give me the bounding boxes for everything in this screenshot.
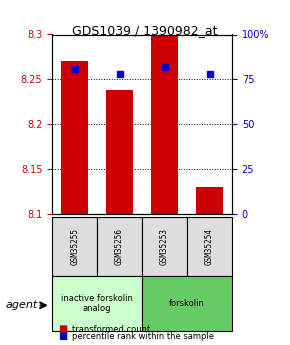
FancyBboxPatch shape	[142, 276, 232, 331]
Text: percentile rank within the sample: percentile rank within the sample	[72, 332, 215, 341]
Text: agent: agent	[6, 300, 38, 310]
FancyBboxPatch shape	[142, 217, 187, 276]
Text: GDS1039 / 1390982_at: GDS1039 / 1390982_at	[72, 24, 218, 37]
Text: ■: ■	[58, 325, 67, 334]
FancyBboxPatch shape	[52, 217, 97, 276]
Bar	[196, 187, 223, 214]
Text: GSM35253: GSM35253	[160, 228, 169, 265]
FancyBboxPatch shape	[52, 276, 142, 331]
Bar	[151, 34, 178, 214]
FancyBboxPatch shape	[187, 217, 232, 276]
Bar	[106, 90, 133, 214]
Text: forskolin: forskolin	[169, 299, 205, 308]
Text: GSM35255: GSM35255	[70, 228, 79, 265]
Text: GSM35256: GSM35256	[115, 228, 124, 265]
Text: ■: ■	[58, 332, 67, 341]
Text: transformed count: transformed count	[72, 325, 151, 334]
Text: inactive forskolin
analog: inactive forskolin analog	[61, 294, 133, 313]
Bar	[61, 61, 88, 214]
Text: GSM35254: GSM35254	[205, 228, 214, 265]
FancyBboxPatch shape	[97, 217, 142, 276]
